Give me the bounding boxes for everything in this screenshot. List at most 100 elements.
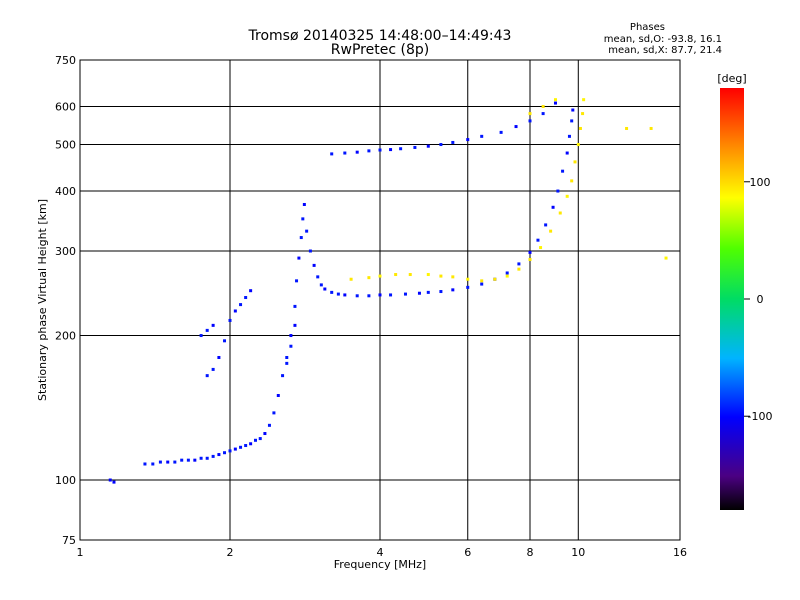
echo-point xyxy=(528,119,532,123)
echo-point xyxy=(403,292,407,296)
echo-point xyxy=(570,119,574,123)
echo-point xyxy=(378,148,382,152)
echo-point xyxy=(205,456,209,460)
echo-point xyxy=(211,323,215,327)
echo-point xyxy=(413,145,417,149)
x-tick-label: 6 xyxy=(464,546,471,559)
y-tick-label: 200 xyxy=(55,330,76,343)
echo-point xyxy=(493,277,497,281)
y-tick-label: 100 xyxy=(55,474,76,487)
echo-point xyxy=(299,236,303,240)
echo-point xyxy=(308,249,312,253)
echo-point xyxy=(205,374,209,378)
colorbar-tick-label: 0 xyxy=(757,293,764,306)
echo-point xyxy=(399,147,403,151)
echo-point xyxy=(408,273,412,277)
echo-point xyxy=(480,134,484,138)
echo-point xyxy=(536,238,540,242)
echo-point xyxy=(389,148,393,152)
echo-point xyxy=(193,458,197,462)
chart-title: Tromsø 20140325 14:48:00–14:49:43 xyxy=(248,28,512,44)
echo-point xyxy=(367,276,371,280)
x-tick-label: 1 xyxy=(77,546,84,559)
echo-point xyxy=(285,361,289,365)
echo-point xyxy=(528,258,532,262)
echo-point xyxy=(439,290,443,294)
echo-point xyxy=(249,289,253,293)
chart-subtitle: RwPretec (8p) xyxy=(331,42,429,58)
echo-point xyxy=(466,277,470,281)
colorbar-label: [deg] xyxy=(717,72,746,85)
echo-point xyxy=(199,334,203,338)
echo-point xyxy=(302,202,306,206)
echo-point xyxy=(578,126,582,130)
echo-point xyxy=(228,449,232,453)
echo-point xyxy=(180,458,184,462)
echo-point xyxy=(233,447,237,451)
echo-point xyxy=(571,108,575,112)
echo-point xyxy=(394,273,398,277)
echo-point xyxy=(528,112,532,116)
echo-point xyxy=(355,150,359,154)
echo-point xyxy=(312,263,316,267)
echo-point xyxy=(223,339,227,343)
echo-points xyxy=(108,98,668,484)
echo-point xyxy=(505,271,509,275)
plot-frame xyxy=(79,59,681,541)
echo-point xyxy=(249,442,253,446)
echo-point xyxy=(349,277,353,281)
echo-point xyxy=(367,149,371,153)
echo-point xyxy=(223,451,227,455)
echo-point xyxy=(293,323,297,327)
echo-point xyxy=(205,328,209,332)
echo-point xyxy=(466,285,470,289)
echo-point xyxy=(330,290,334,294)
y-tick-label: 750 xyxy=(55,54,76,67)
echo-point xyxy=(367,294,371,298)
echo-point xyxy=(544,223,548,227)
y-axis-label: Stationary phase Virtual Height [km] xyxy=(36,199,49,401)
colorbar xyxy=(720,88,744,510)
echo-point xyxy=(343,293,347,297)
echo-point xyxy=(561,169,565,173)
echo-point xyxy=(276,394,280,398)
echo-point xyxy=(551,205,555,209)
echo-point xyxy=(378,293,382,297)
echo-point xyxy=(480,279,484,283)
echo-point xyxy=(389,293,393,297)
x-axis-ticks: 1 2 4 6 8 10 16 xyxy=(77,546,688,559)
y-tick-label: 500 xyxy=(55,139,76,152)
echo-point xyxy=(517,267,521,271)
echo-point xyxy=(649,126,653,130)
phase-stats-o: mean, sd,O: -93.8, 16.1 xyxy=(604,34,722,45)
echo-point xyxy=(108,478,112,482)
echo-point xyxy=(505,274,509,278)
y-tick-label: 300 xyxy=(55,245,76,258)
echo-point xyxy=(573,160,577,164)
echo-point xyxy=(233,309,237,313)
echo-point xyxy=(289,334,293,338)
echo-point xyxy=(378,274,382,278)
echo-point xyxy=(211,454,215,458)
x-tick-label: 4 xyxy=(377,546,384,559)
echo-point xyxy=(293,304,297,308)
echo-point xyxy=(186,458,190,462)
echo-point xyxy=(539,246,543,250)
echo-point xyxy=(439,143,443,147)
echo-point xyxy=(173,460,177,464)
echo-point xyxy=(426,273,430,277)
echo-point xyxy=(281,374,285,378)
y-tick-label: 75 xyxy=(62,534,76,547)
y-tick-label: 400 xyxy=(55,185,76,198)
echo-point xyxy=(499,130,503,134)
echo-point xyxy=(625,126,629,130)
echo-point xyxy=(239,303,243,307)
echo-point xyxy=(211,367,215,371)
echo-point xyxy=(582,98,586,102)
echo-point xyxy=(267,423,271,427)
echo-point xyxy=(228,318,232,322)
x-tick-label: 10 xyxy=(571,546,585,559)
echo-point xyxy=(330,152,334,156)
echo-point xyxy=(244,296,248,300)
